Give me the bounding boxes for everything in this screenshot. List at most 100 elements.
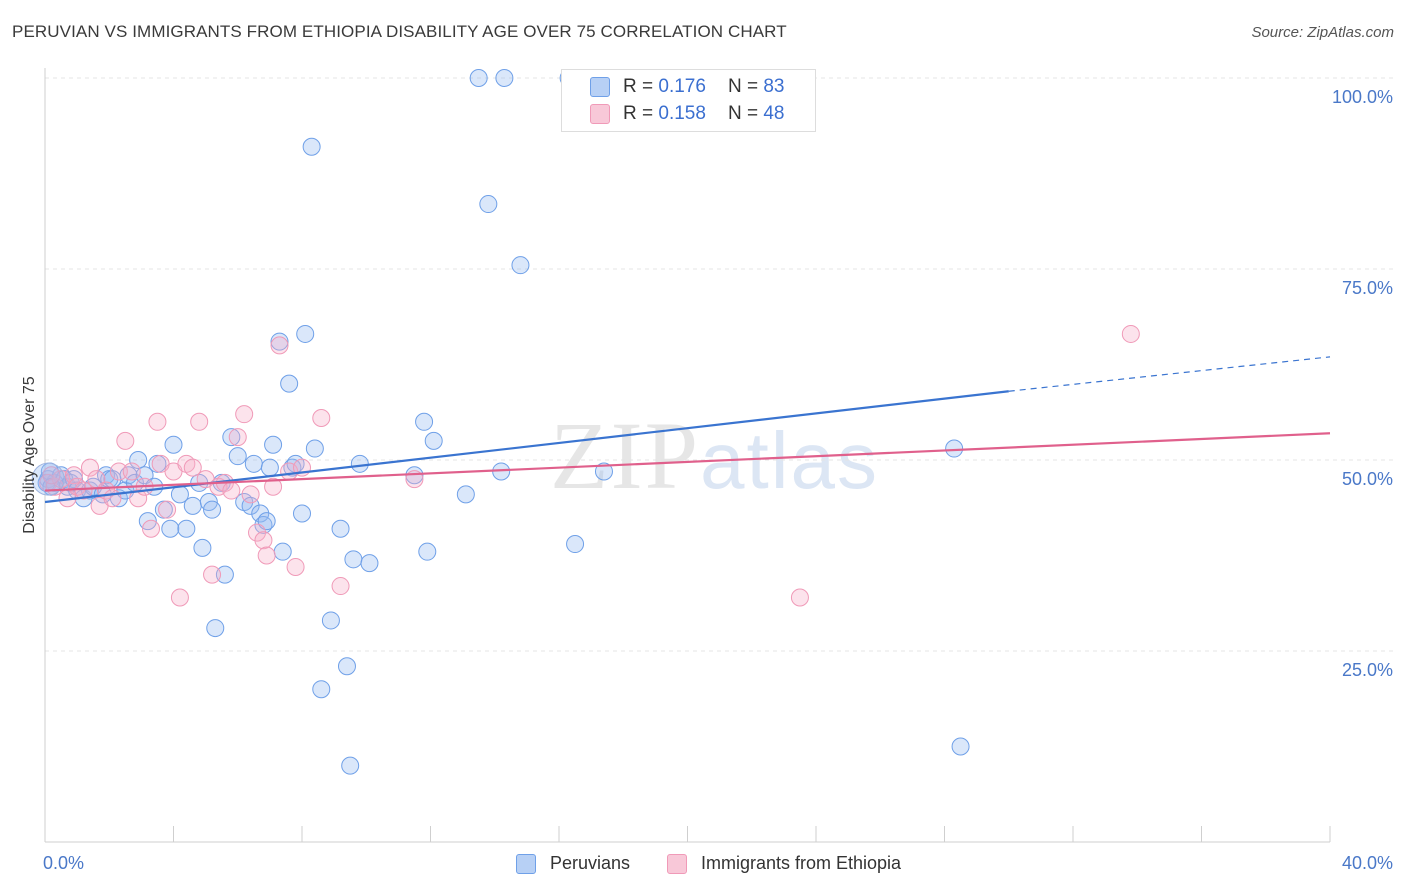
point-peruvians — [177, 519, 196, 538]
point-peruvians — [161, 519, 180, 538]
point-ethiopia — [254, 531, 273, 550]
point-ethiopia — [235, 405, 254, 424]
legend: R = 0.176 N = 83 R = 0.158 N = 48 — [561, 69, 816, 132]
point-ethiopia — [122, 462, 141, 481]
point-peruvians — [951, 737, 970, 756]
point-cluster — [31, 462, 65, 496]
point-peruvians — [183, 496, 202, 515]
point-ethiopia — [331, 577, 350, 596]
point-peruvians — [228, 447, 247, 466]
point-peruvians — [203, 500, 222, 519]
point-ethiopia — [116, 431, 135, 450]
point-peruvians — [566, 535, 585, 554]
bottom-legend-swatch-ethiopia — [667, 853, 687, 874]
point-peruvians — [260, 458, 279, 477]
point-peruvians — [293, 504, 311, 523]
point-peruvians — [321, 611, 340, 630]
point-peruvians — [331, 519, 350, 538]
legend-n-value: 83 — [763, 76, 785, 97]
point-peruvians — [337, 657, 356, 676]
chart-title: PERUVIAN VS IMMIGRANTS FROM ETHIOPIA DIS… — [12, 22, 787, 41]
point-peruvians — [164, 435, 183, 454]
point-ethiopia — [170, 588, 189, 607]
point-ethiopia — [64, 466, 83, 485]
legend-row-peruvians: R = 0.176 N = 83 — [562, 73, 784, 101]
point-ethiopia — [286, 557, 305, 576]
legend-r-value: 0.176 — [658, 76, 706, 97]
point-ethiopia — [142, 519, 161, 538]
point-ethiopia — [241, 485, 260, 504]
bottom-legend-ethiopia: Immigrants from Ethiopia — [667, 853, 901, 874]
point-peruvians — [244, 454, 263, 473]
point-ethiopia — [74, 481, 93, 500]
point-peruvians — [418, 542, 437, 561]
point-ethiopia — [270, 336, 289, 355]
legend-row-ethiopia: R = 0.158 N = 48 — [562, 100, 784, 128]
point-peruvians — [495, 69, 514, 87]
point-ethiopia — [257, 546, 276, 565]
point-ethiopia — [109, 462, 128, 481]
legend-r-label: R = — [623, 103, 654, 124]
point-ethiopia — [129, 489, 148, 508]
point-ethiopia — [264, 477, 283, 496]
point-peruvians — [270, 332, 289, 351]
point-ethiopia — [1121, 324, 1140, 343]
point-ethiopia — [103, 489, 122, 508]
legend-n-label: N = — [727, 76, 759, 97]
source-label: Source: ZipAtlas.com — [1251, 24, 1394, 41]
point-peruvians — [945, 439, 964, 458]
trend-line-peruvians-extension — [1008, 356, 1331, 392]
watermark-zip: ZIP — [550, 402, 700, 509]
trend-line-peruvians — [44, 390, 1009, 504]
point-peruvians — [360, 554, 379, 573]
point-peruvians — [341, 756, 360, 775]
bottom-legend: Peruvians Immigrants from Ethiopia — [0, 850, 1406, 880]
point-ethiopia — [790, 588, 809, 607]
y-axis-label: Disability Age Over 75 — [21, 376, 38, 534]
data-points — [31, 69, 1140, 775]
point-ethiopia — [190, 412, 209, 431]
point-peruvians — [305, 439, 324, 458]
legend-swatch-ethiopia — [590, 104, 610, 124]
point-peruvians — [129, 451, 148, 469]
legend-r-value: 0.158 — [658, 103, 706, 124]
point-peruvians — [415, 412, 434, 431]
point-peruvians — [251, 504, 270, 523]
point-peruvians — [424, 431, 443, 450]
point-peruvians — [479, 195, 498, 214]
x-tick-label: 40.0% — [1342, 853, 1393, 873]
legend-swatch-peruvians — [590, 77, 610, 97]
point-peruvians — [257, 512, 276, 531]
bottom-legend-peruvians: Peruvians — [516, 853, 630, 874]
trend-lines — [44, 356, 1331, 504]
legend-n-value: 48 — [763, 103, 785, 124]
y-tick-label: 75.0% — [1342, 278, 1393, 298]
point-peruvians — [273, 542, 292, 561]
point-peruvians — [302, 137, 321, 156]
tick-labels: 100.0% 75.0% 50.0% 25.0% 0.0% 40.0% — [43, 87, 1393, 873]
point-peruvians — [456, 485, 475, 504]
trend-line-ethiopia — [44, 432, 1331, 492]
point-ethiopia — [148, 412, 167, 431]
point-peruvians — [222, 428, 241, 447]
point-ethiopia — [183, 458, 202, 477]
point-peruvians — [312, 680, 331, 699]
grid — [45, 77, 1395, 652]
point-ethiopia — [158, 500, 177, 519]
point-ethiopia — [203, 565, 222, 584]
point-peruvians — [344, 550, 363, 569]
x-tick-label: 0.0% — [43, 853, 84, 873]
point-peruvians — [215, 565, 234, 584]
legend-n-label: N = — [727, 103, 759, 124]
y-tick-label: 100.0% — [1332, 87, 1393, 107]
axes — [44, 68, 1331, 843]
point-peruvians — [511, 256, 530, 275]
point-peruvians — [350, 454, 369, 473]
point-ethiopia — [248, 523, 267, 542]
point-ethiopia — [222, 481, 241, 500]
y-tick-label: 25.0% — [1342, 660, 1393, 680]
point-ethiopia — [228, 428, 247, 447]
y-tick-label: 50.0% — [1342, 469, 1393, 489]
point-peruvians — [594, 462, 613, 481]
